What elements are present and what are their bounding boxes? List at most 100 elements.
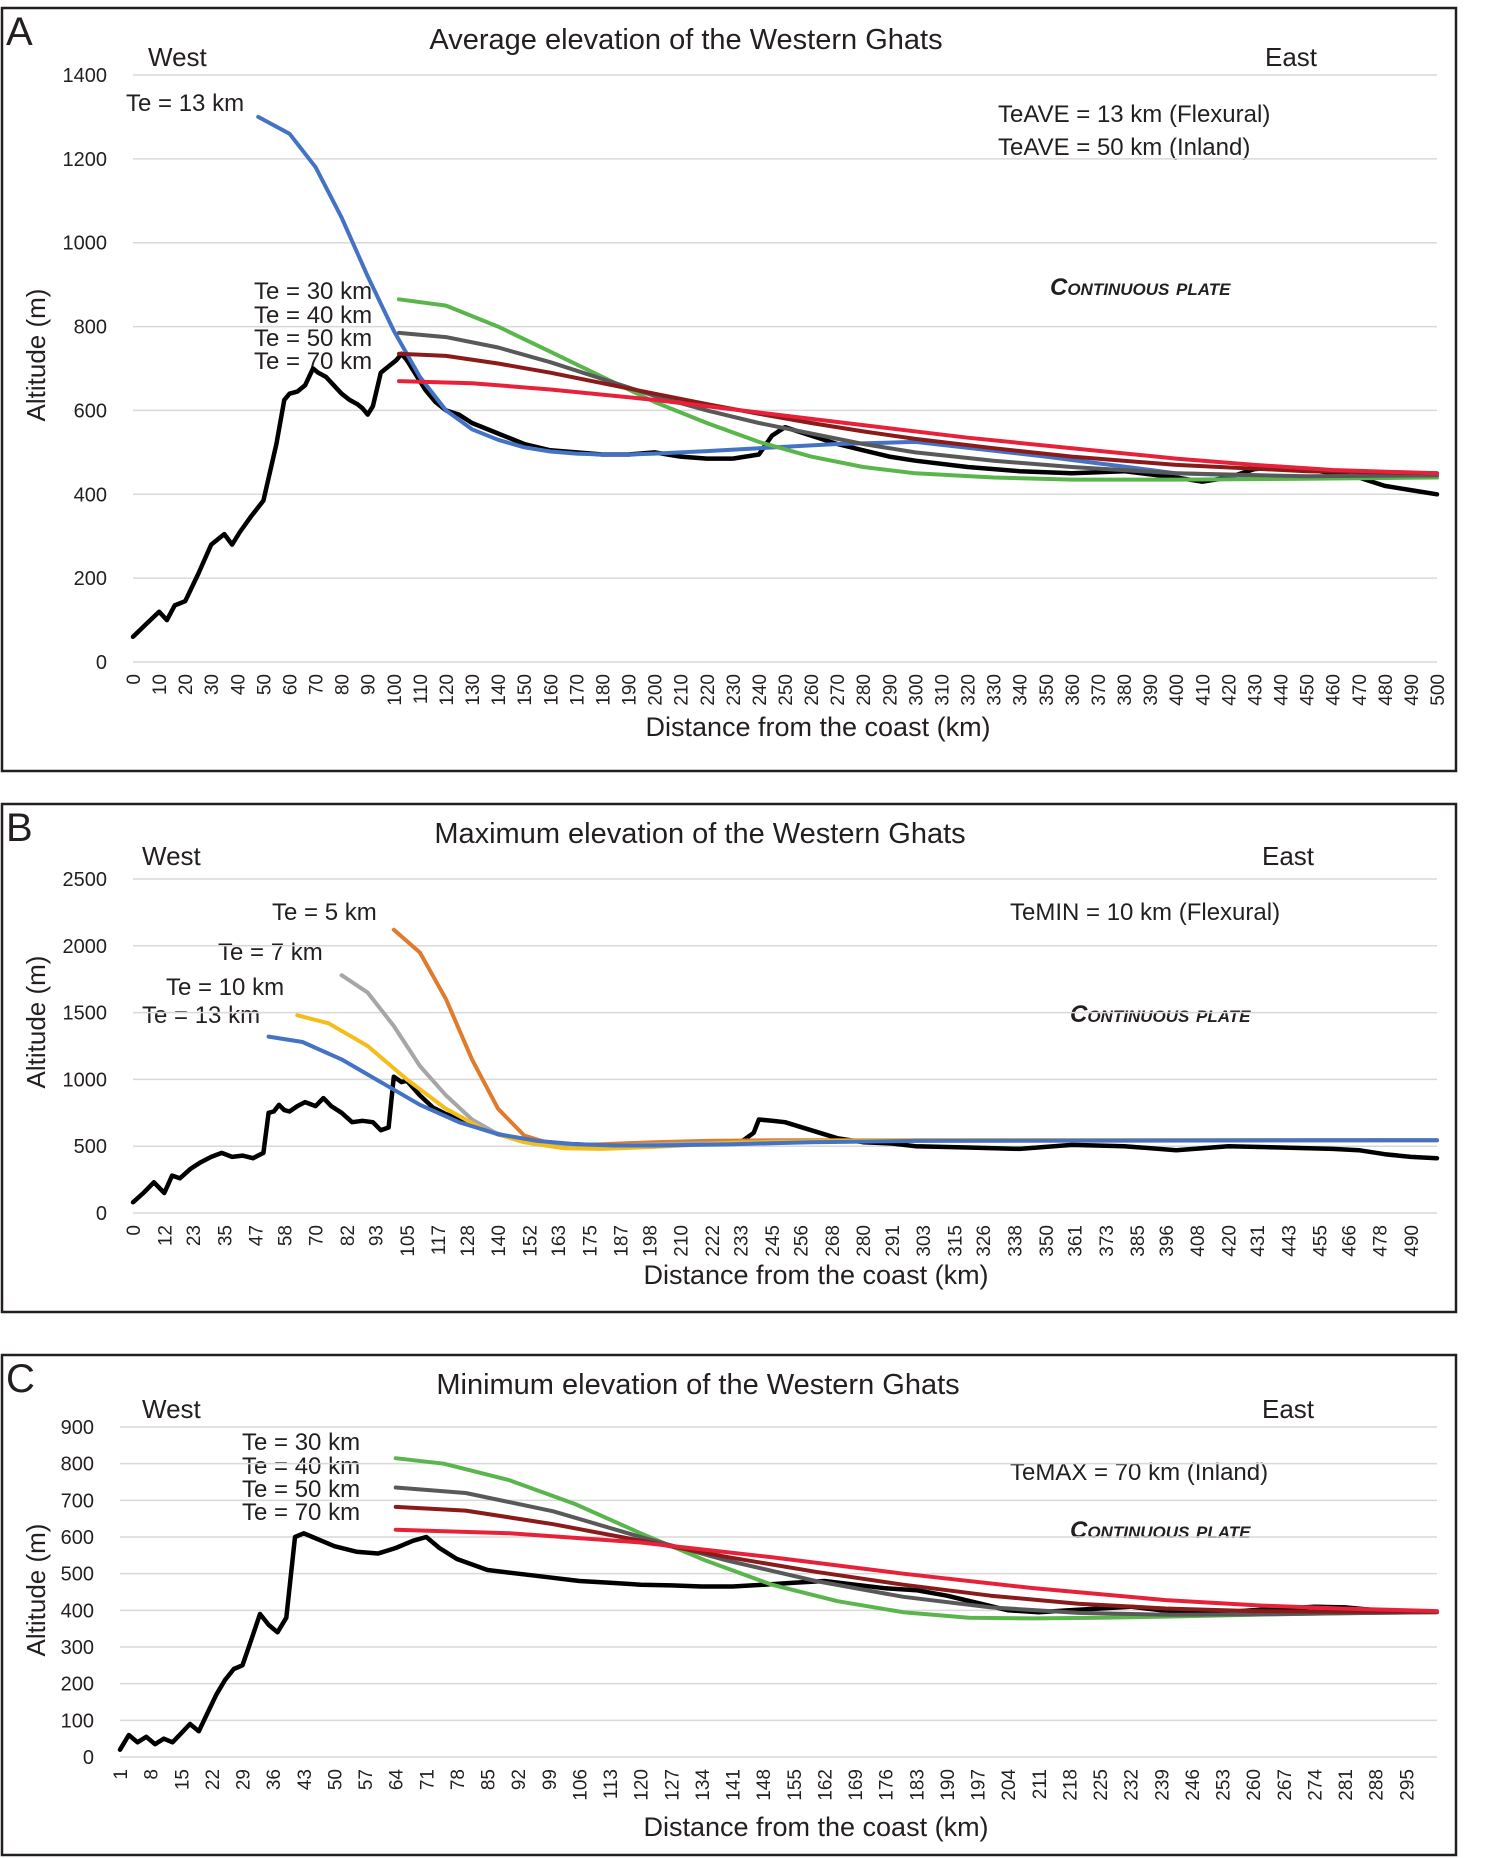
panel-a-x-tick-label: 170 <box>567 674 588 706</box>
panel-c-x-tick-label: 176 <box>877 1769 898 1801</box>
panel-c-y-tick-label: 300 <box>61 1637 94 1659</box>
panel-c-y-tick-label: 500 <box>61 1564 94 1586</box>
panel-a-x-tick-label: 250 <box>776 674 797 706</box>
panel-a-x-tick-label: 350 <box>1037 674 1058 706</box>
panel-c-x-tick-label: 113 <box>601 1769 622 1799</box>
panel-b-x-tick-label: 490 <box>1402 1225 1423 1257</box>
panel-b-curve-label-te10: Te = 10 km <box>166 974 284 1001</box>
panel-b-x-tick-label: 408 <box>1188 1225 1209 1257</box>
panel-b-x-tick-label: 315 <box>946 1225 967 1257</box>
panel-a-x-tick-label: 450 <box>1298 674 1319 706</box>
panel-c-east-label: East <box>1262 1394 1315 1424</box>
panel-b-title: Maximum elevation of the Western Ghats <box>434 818 965 850</box>
panel-a-x-tick-label: 120 <box>437 674 458 706</box>
panel-c-series-te30-curve <box>393 1456 1439 1621</box>
panel-b-x-tick-label: 152 <box>520 1225 541 1257</box>
panel-b-curve-label-te13: Te = 13 km <box>142 1002 260 1029</box>
panel-a-x-tick-label: 140 <box>489 674 510 706</box>
panel-a-series-observed-elevation <box>130 351 1440 640</box>
panel-c-x-tick-label: 120 <box>632 1769 653 1801</box>
panel-b-series-te5-curve <box>391 927 1439 1147</box>
panel-a-west-label: West <box>148 42 208 72</box>
panel-a-x-tick-label: 60 <box>280 674 301 695</box>
panel-a-x-tick-label: 80 <box>333 674 354 695</box>
panel-b-x-tick-label: 466 <box>1339 1225 1360 1257</box>
panel-b-series-observed-elevation <box>130 1074 1440 1205</box>
panel-b-x-tick-label: 198 <box>640 1225 661 1257</box>
panel-b-x-tick-label: 431 <box>1248 1225 1269 1257</box>
panel-a-series-te30-curve <box>397 297 1439 482</box>
panel-c-x-tick-label: 260 <box>1244 1769 1265 1801</box>
panel-a-x-tick-label: 270 <box>828 674 849 706</box>
panel-c-plate-label: Continuous plate <box>1070 1517 1251 1544</box>
panel-a-y-tick-label: 400 <box>74 484 107 506</box>
panel-a-x-tick-label: 440 <box>1272 674 1293 706</box>
panel-c-plot: 0 100 200 300 400 500 600 700 800 900 1 8 15 22 29 36 43… <box>61 1417 1439 1801</box>
panel-c-x-tick-label: 64 <box>387 1769 408 1791</box>
panel-a-x-tick-label: 470 <box>1350 674 1371 706</box>
panel-c-letter: C <box>6 1357 35 1401</box>
panel-a-x-tick-label: 160 <box>541 674 562 706</box>
panel-a-x-tick-label: 70 <box>307 674 328 695</box>
panel-a-y-tick-label: 800 <box>74 317 107 339</box>
panel-a-series-te50-curve <box>397 351 1439 476</box>
panel-c-x-tick-label: 22 <box>203 1769 224 1790</box>
panel-a-x-tick-label: 260 <box>802 674 823 706</box>
panel-a-east-label: East <box>1265 42 1318 72</box>
panel-a-x-tick-label: 110 <box>411 674 432 704</box>
panel-a-x-tick-label: 330 <box>985 674 1006 706</box>
panel-a-x-tick-label: 200 <box>646 674 667 706</box>
panel-b-x-tick-label: 93 <box>367 1225 388 1246</box>
panel-c-frame <box>0 1353 1458 1857</box>
panel-c-x-tick-label: 274 <box>1305 1769 1326 1801</box>
panel-a-y-tick-label: 1200 <box>63 149 108 171</box>
panel-c-y-tick-label: 0 <box>83 1747 94 1769</box>
panel-c-y-tick-label: 800 <box>61 1454 94 1476</box>
panel-c-x-tick-label: 190 <box>938 1769 959 1801</box>
panel-b-x-tick-label: 420 <box>1219 1225 1240 1257</box>
panel-b-y-tick-label: 1000 <box>63 1069 108 1091</box>
panel-c-curve-label-te50: Te = 50 km <box>242 1476 360 1503</box>
panel-b-y-tick-label: 2000 <box>63 936 108 958</box>
panel-a-x-tick-label: 430 <box>1245 674 1266 706</box>
panel-c-x-tick-label: 295 <box>1397 1769 1418 1801</box>
panel-a-curve-label-te13: Te = 13 km <box>126 90 244 117</box>
panel-c-x-tick-label: 134 <box>693 1769 714 1801</box>
panel-c-x-tick-label: 288 <box>1367 1769 1388 1801</box>
panel-a-title: Average elevation of the Western Ghats <box>429 24 942 56</box>
panel-a-x-tick-label: 310 <box>932 674 953 706</box>
panel-a-x-tick-label: 410 <box>1193 674 1214 706</box>
panel-c-x-tick-label: 8 <box>142 1769 163 1780</box>
panel-b-x-tick-label: 82 <box>338 1225 359 1246</box>
panel-c-x-tick-label: 204 <box>999 1769 1020 1801</box>
panel-a-x-tick-label: 400 <box>1167 674 1188 706</box>
panel-a-x-tick-label: 0 <box>124 674 145 685</box>
panel-a-y-tick-label: 0 <box>96 652 107 674</box>
panel-c-series-te40-curve <box>393 1485 1439 1617</box>
panel-c-x-tick-label: 218 <box>1060 1769 1081 1801</box>
panel-a-curve-label-te50: Te = 50 km <box>254 325 372 352</box>
panel-c-x-tick-label: 36 <box>264 1769 285 1790</box>
panel-b-y-tick-label: 0 <box>96 1203 107 1225</box>
panel-c-x-tick-label: 15 <box>172 1769 193 1790</box>
panel-c-x-tick-label: 43 <box>295 1769 316 1790</box>
panel-c-title: Minimum elevation of the Western Ghats <box>436 1369 959 1401</box>
panel-c-x-tick-label: 92 <box>509 1769 530 1790</box>
panel-c-x-tick-label: 211 <box>1030 1769 1051 1799</box>
panel-a-x-tick-label: 90 <box>359 674 380 695</box>
panel-a-y-axis-title: Altitude (m) <box>21 289 51 422</box>
panel-c: C Minimum elevation of the Western Ghats… <box>0 1353 1458 1857</box>
panel-a-x-tick-label: 210 <box>672 674 693 706</box>
panel-c-x-tick-label: 148 <box>754 1769 775 1801</box>
panel-a: A Average elevation of the Western Ghats… <box>0 6 1458 773</box>
panel-c-series-te50-curve <box>393 1504 1439 1614</box>
panel-c-curve-label-te40: Te = 40 km <box>242 1453 360 1480</box>
panel-a-x-tick-label: 150 <box>515 674 536 706</box>
panel-c-y-tick-label: 100 <box>61 1710 94 1732</box>
panel-b-y-tick-label: 500 <box>74 1136 107 1158</box>
panel-b-series-te7-curve <box>339 973 1439 1149</box>
panel-b-x-tick-label: 163 <box>549 1225 570 1257</box>
panel-b-x-tick-label: 291 <box>883 1225 904 1257</box>
panel-b-x-axis-title: Distance from the coast (km) <box>643 1260 988 1290</box>
panel-a-frame <box>0 6 1458 773</box>
